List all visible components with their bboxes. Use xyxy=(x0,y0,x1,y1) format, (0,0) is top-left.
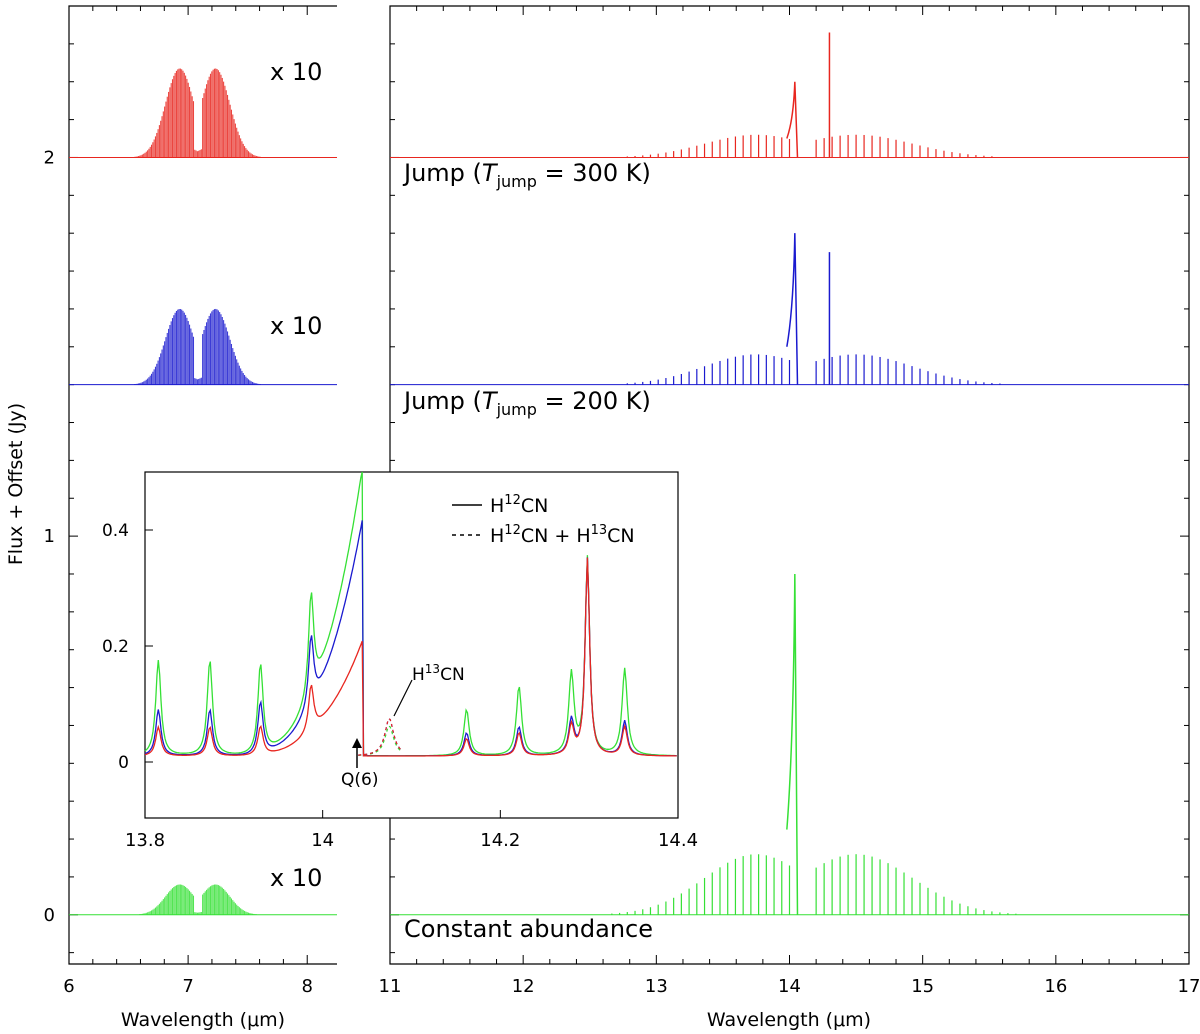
scale-label-mid: x 10 xyxy=(270,312,322,340)
inset-series-2 xyxy=(144,557,677,757)
annot-h13cn-pointer xyxy=(393,679,413,717)
inset-y-tick-label-0.2: 0.2 xyxy=(102,637,129,657)
y-tick-label-2: 2 xyxy=(44,147,55,168)
right-q-branch xyxy=(786,81,799,158)
inset-curve-dashed xyxy=(358,717,403,756)
annot-q6: Q(6) xyxy=(341,770,378,790)
x-tick-label-right-13: 13 xyxy=(645,976,668,997)
x-tick-label-left-8: 8 xyxy=(301,976,312,997)
right-series-1 xyxy=(390,233,1189,386)
inset-x-tick-label-14: 14 xyxy=(311,830,334,851)
left-band-0 xyxy=(69,68,337,158)
left-panel: 0 1 2 6 7 8 xyxy=(44,5,337,997)
x-tick-label-right-14: 14 xyxy=(778,976,801,997)
x-tick-label-right-11: 11 xyxy=(379,976,402,997)
inset-x-tick-label-14.4: 14.4 xyxy=(658,830,698,851)
inset-frame xyxy=(144,471,679,819)
annot-h13cn: H13CN xyxy=(412,662,465,685)
series-label-300k: Jump (Tjump = 300 K) xyxy=(402,159,651,191)
right-series-0 xyxy=(390,32,1189,158)
series-label-200k: Jump (Tjump = 200 K) xyxy=(402,387,651,419)
x-tick-label-left-7: 7 xyxy=(182,976,193,997)
series-label-constant: Constant abundance xyxy=(404,915,653,943)
right-panel: 11 12 13 14 15 16 17 xyxy=(379,5,1200,997)
inset-panel: 13.8 14 14.2 14.4 0 0.2 0.4 xyxy=(102,471,698,851)
x-tick-label-left-6: 6 xyxy=(63,976,74,997)
x-tick-label-right-15: 15 xyxy=(911,976,934,997)
scale-label-bottom: x 10 xyxy=(270,864,322,892)
x-tick-label-right-16: 16 xyxy=(1044,976,1067,997)
legend-dashed-label: H12CN + H13CN xyxy=(490,523,635,547)
left-frame xyxy=(68,5,337,965)
x-tick-label-right-17: 17 xyxy=(1178,976,1200,997)
annot-q6-arrowhead xyxy=(352,738,362,748)
legend-solid-label: H12CN xyxy=(490,493,548,517)
right-q-branch xyxy=(786,233,799,385)
y-tick-label-1: 1 xyxy=(44,526,55,547)
scale-label-top: x 10 xyxy=(270,58,322,86)
inset-curve-solid xyxy=(144,557,677,757)
inset-y-tick-label-0.4: 0.4 xyxy=(102,521,129,541)
inset-x-tick-label-13.8: 13.8 xyxy=(125,830,165,851)
x-tick-label-right-12: 12 xyxy=(512,976,535,997)
y-axis-title: Flux + Offset (Jy) xyxy=(5,403,27,565)
inset-x-tick-label-14.2: 14.2 xyxy=(480,830,520,851)
left-band-1 xyxy=(69,308,337,386)
right-series-2 xyxy=(390,573,1189,916)
left-band-2 xyxy=(69,884,337,916)
right-q-branch xyxy=(786,573,799,915)
inset-y-tick-label-0: 0 xyxy=(118,753,129,773)
y-tick-label-0: 0 xyxy=(44,905,55,926)
x-axis-title-left: Wavelength (μm) xyxy=(121,1009,285,1031)
x-axis-title-right: Wavelength (μm) xyxy=(707,1009,871,1031)
